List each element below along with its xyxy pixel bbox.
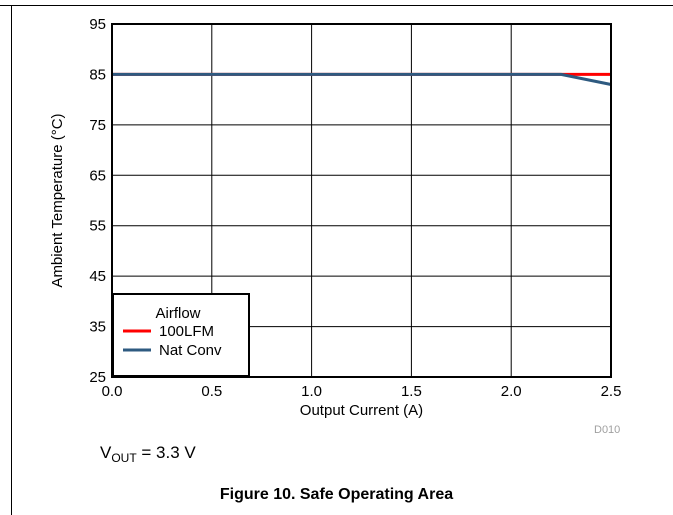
y-tick-label: 65 xyxy=(89,167,106,184)
legend-title: Airflow xyxy=(155,305,200,322)
legend: Airflow 100LFM Nat Conv xyxy=(112,293,250,377)
y-axis-label: Ambient Temperature (°C) xyxy=(49,113,66,287)
figure-caption: Figure 10. Safe Operating Area xyxy=(219,486,454,503)
x-axis-label: Output Current (A) xyxy=(300,402,423,419)
y-tick-label: 45 xyxy=(89,268,106,285)
legend-label: 100LFM xyxy=(159,323,214,340)
frame-border-left xyxy=(11,5,12,515)
plot-area-border xyxy=(111,23,612,378)
x-tick-label: 2.0 xyxy=(501,383,522,400)
vout-prefix: V xyxy=(100,443,112,462)
vout-annotation: VOUT = 3.3 V xyxy=(100,443,196,465)
frame-border-top xyxy=(0,5,673,6)
legend-box xyxy=(112,293,250,377)
y-tick-label: 55 xyxy=(89,218,106,235)
vout-subscript: OUT xyxy=(111,451,137,465)
x-tick-label: 1.5 xyxy=(401,383,422,400)
y-tick-label: 95 xyxy=(89,16,106,33)
x-tick-labels: 0.0 0.5 1.0 1.5 2.0 2.5 xyxy=(102,383,622,400)
y-tick-label: 85 xyxy=(89,66,106,83)
x-tick-label: 1.0 xyxy=(301,383,322,400)
x-tick-label: 0.5 xyxy=(201,383,222,400)
y-tick-label: 25 xyxy=(89,369,106,386)
y-tick-label: 75 xyxy=(89,117,106,134)
legend-label: Nat Conv xyxy=(159,342,222,359)
figure-code: D010 xyxy=(594,424,621,436)
series-line xyxy=(112,72,612,86)
chart-series xyxy=(112,72,612,86)
y-tick-label: 35 xyxy=(89,319,106,336)
y-tick-labels: 25 35 45 55 65 75 85 95 xyxy=(89,16,106,386)
x-tick-label: 0.0 xyxy=(102,383,123,400)
x-tick-label: 2.5 xyxy=(601,383,622,400)
vout-suffix: = 3.3 V xyxy=(136,443,196,462)
